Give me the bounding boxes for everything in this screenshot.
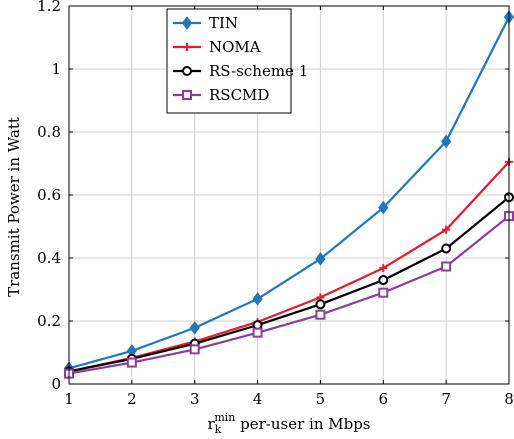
series-layer — [63, 10, 514, 379]
data-point-rs-scheme-1 — [441, 243, 452, 254]
x-axis-label-rest: per-user in Mbps — [235, 415, 370, 433]
y-tick-label: 1.2 — [37, 0, 61, 15]
y-tick-label: 0.4 — [37, 249, 61, 267]
x-tick-label: 3 — [190, 390, 200, 408]
x-axis-label: rkmin per-user in Mbps — [207, 411, 370, 436]
x-axis-label-main: r — [207, 415, 215, 433]
x-tick-label: 8 — [504, 390, 514, 408]
y-tick-label: 0.8 — [37, 123, 61, 141]
tick-labels: 1 2 3 4 5 6 7 8 0 0.2 0.4 0.6 0.8 1 1.2 — [37, 0, 514, 408]
data-point-noma — [379, 264, 388, 273]
data-point-tin — [378, 200, 389, 215]
legend-label-rscmd: RSCMD — [209, 86, 269, 104]
legend-label-rs-scheme-1: RS-scheme 1 — [209, 62, 308, 80]
series-line-tin — [68, 16, 510, 370]
data-point-tin — [441, 134, 452, 149]
data-point-noma — [442, 225, 451, 234]
series-line-rs-scheme-1 — [68, 196, 510, 373]
legend-label-tin: TIN — [209, 14, 238, 32]
x-tick-label: 6 — [379, 390, 389, 408]
legend-marker-noma — [183, 43, 191, 51]
legend: TIN NOMA RS-scheme 1 RSCMD — [166, 8, 308, 114]
y-tick-label: 0.2 — [37, 312, 61, 330]
data-point-tin — [315, 252, 326, 266]
data-point-rscmd — [441, 261, 452, 272]
data-point-tin — [252, 292, 263, 306]
data-point-rs-scheme-1 — [315, 299, 326, 310]
y-axis-label: Transmit Power in Watt — [5, 117, 23, 297]
x-tick-label: 2 — [127, 390, 137, 408]
legend-marker-rs-scheme-1 — [182, 66, 192, 76]
legend-marker-tin — [181, 16, 193, 30]
series-line-rscmd — [68, 215, 510, 375]
data-point-rscmd — [378, 287, 389, 298]
legend-marker-rscmd — [182, 90, 192, 100]
y-tick-label: 0.6 — [37, 186, 61, 204]
x-tick-label: 1 — [64, 390, 74, 408]
x-tick-label: 7 — [441, 390, 451, 408]
data-point-rscmd — [315, 309, 326, 320]
x-axis-label-subscript: k — [215, 423, 222, 436]
data-point-rscmd — [126, 357, 137, 368]
legend-label-noma: NOMA — [209, 38, 261, 56]
x-tick-label: 5 — [316, 390, 326, 408]
y-tick-label: 0 — [51, 375, 61, 393]
x-tick-label: 4 — [253, 390, 263, 408]
y-tick-label: 1 — [51, 60, 61, 78]
tick-marks — [68, 5, 510, 385]
data-point-rs-scheme-1 — [378, 275, 389, 286]
data-point-rscmd — [252, 327, 263, 338]
data-point-rscmd — [189, 344, 200, 355]
data-point-tin — [189, 321, 200, 335]
x-axis-label-superscript: min — [214, 411, 235, 424]
series-rscmd — [64, 211, 514, 379]
